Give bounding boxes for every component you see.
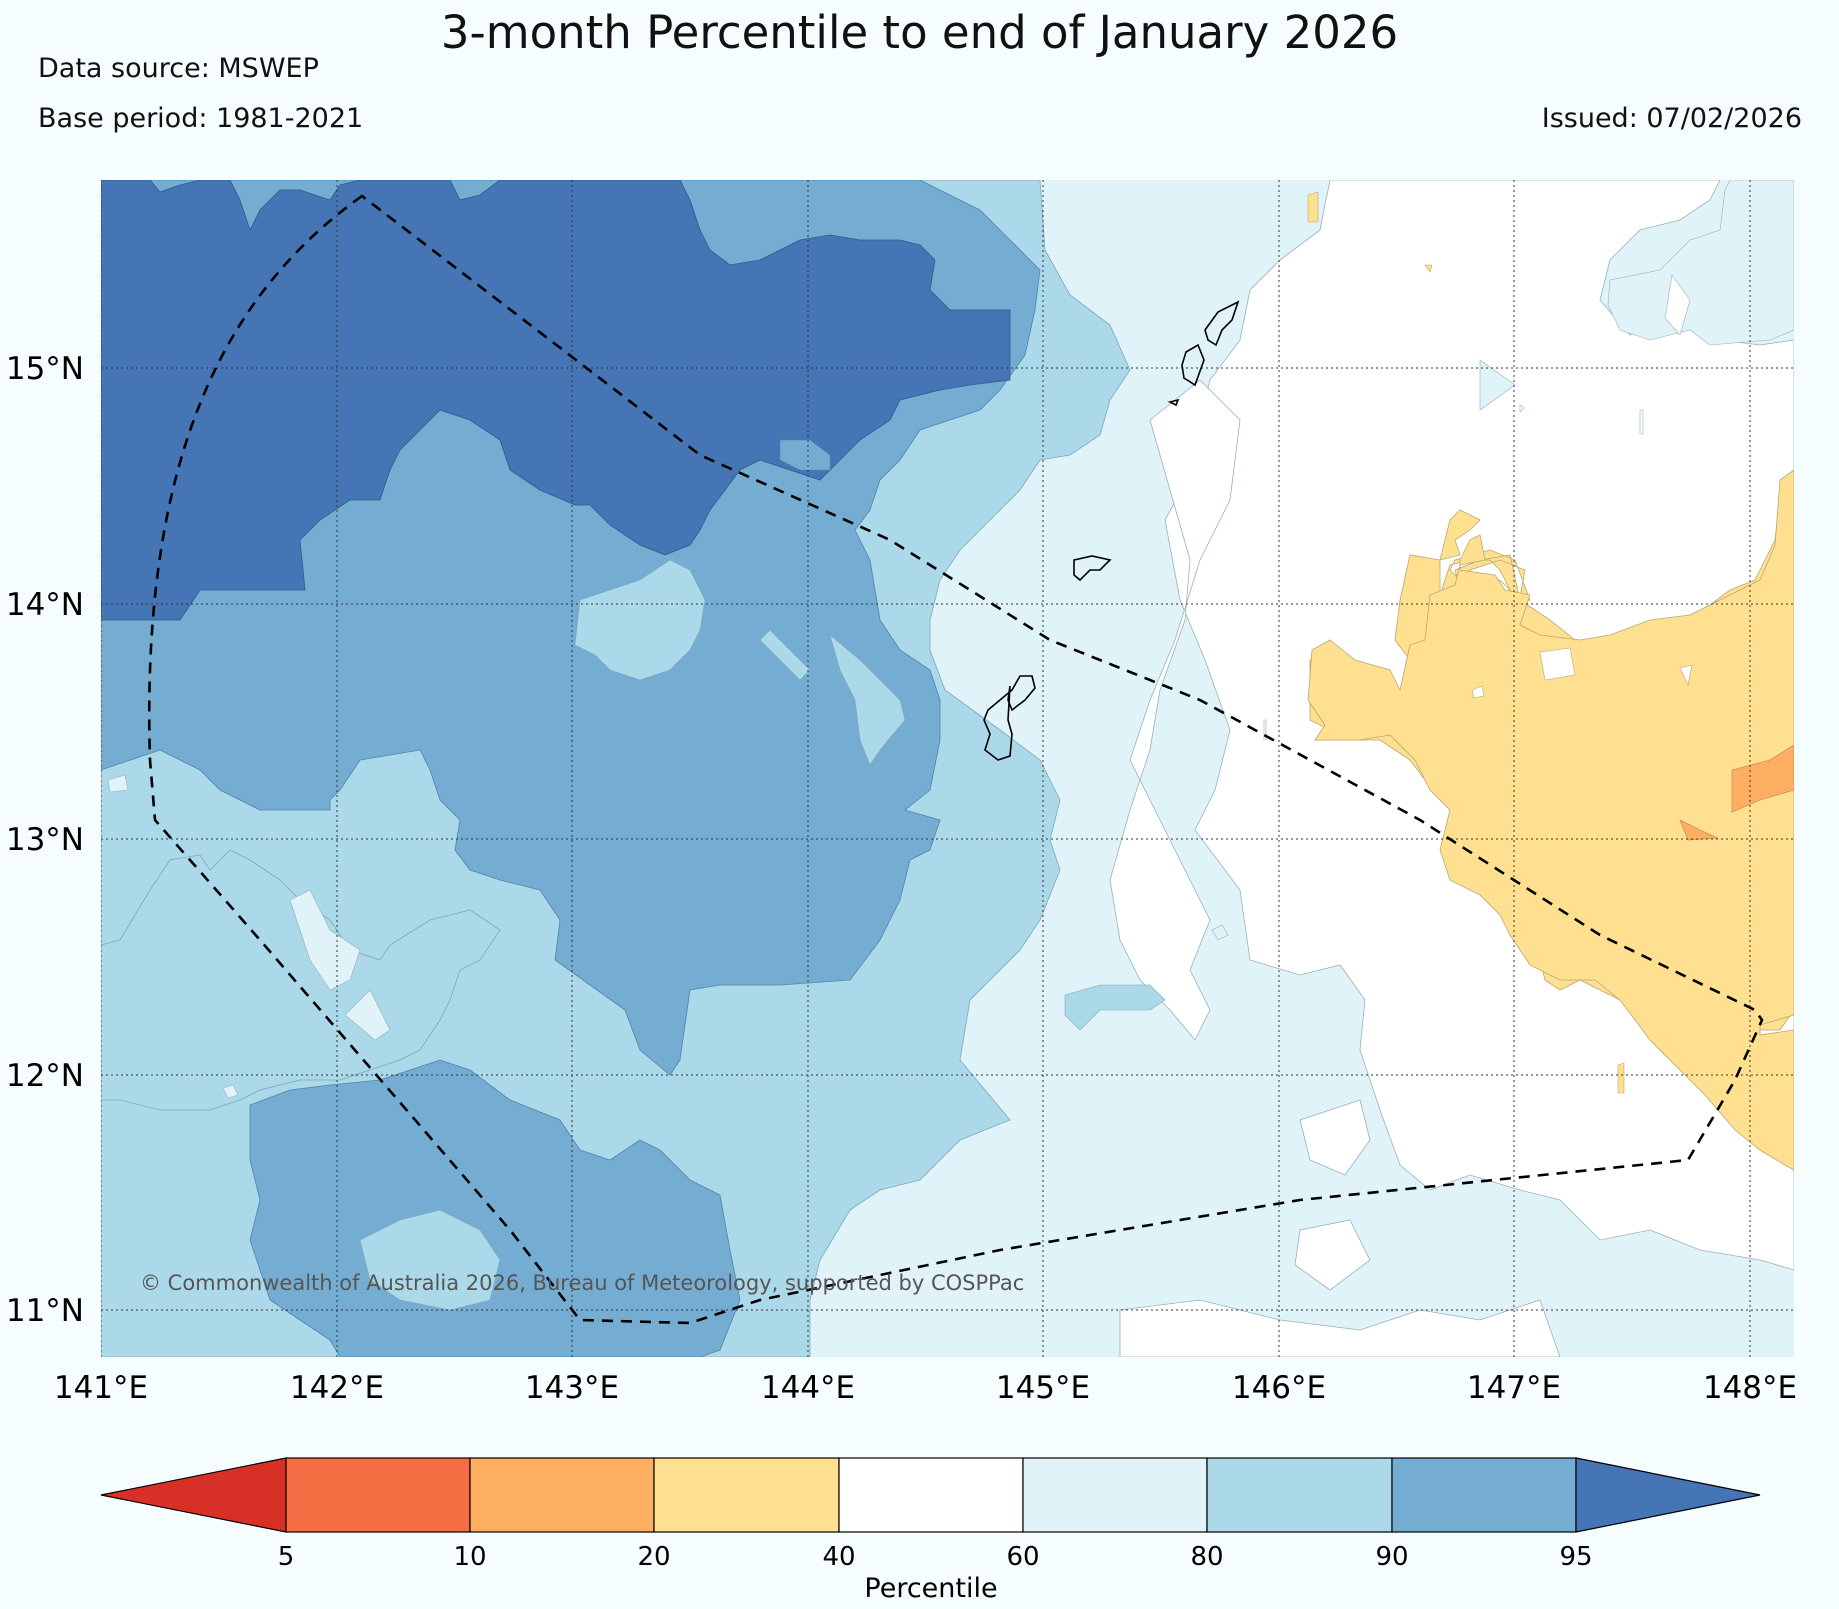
region-40-60-central	[1109, 379, 1241, 1041]
guam-island	[983, 675, 1036, 761]
colorbar-tick-20: 20	[637, 1542, 670, 1572]
colorbar-tick-90: 90	[1375, 1542, 1408, 1572]
region-60-80-west	[289, 889, 361, 991]
colorbar: 5 10 20 40 60 80 90 95 Percentile	[100, 1457, 1761, 1604]
lon-label-141: 141°E	[54, 1370, 148, 1406]
lon-label-148: 148°E	[1703, 1370, 1797, 1406]
colorbar-bin-5-10	[285, 1457, 471, 1533]
lon-label-146: 146°E	[1232, 1370, 1326, 1406]
region-90-95-sw	[249, 1059, 741, 1357]
region-40-60-spot6	[1519, 404, 1525, 413]
lat-label-13: 13°N	[6, 822, 84, 858]
region-above-95	[101, 180, 1011, 621]
lat-label-11: 11°N	[6, 1293, 84, 1329]
lon-label-144: 144°E	[761, 1370, 855, 1406]
region-60-80-spot1	[107, 774, 129, 793]
graticule	[101, 180, 1794, 1357]
coastlines	[983, 300, 1240, 761]
region-60-80-west2	[344, 989, 391, 1041]
region-80-90-hole4	[359, 1209, 501, 1311]
data-source-label: Data source: MSWEP	[38, 53, 319, 84]
colorbar-bin-60-80	[1022, 1457, 1208, 1533]
region-10-20-a	[1731, 744, 1794, 813]
region-20-40-dot1	[1307, 191, 1319, 223]
region-60-80-dot	[1479, 359, 1516, 411]
saipan-island	[1204, 300, 1240, 347]
map-title: 3-month Percentile to end of January 202…	[440, 6, 1399, 59]
region-40-60-hole	[1539, 647, 1576, 681]
copyright-notice: © Commonwealth of Australia 2026, Bureau…	[140, 1271, 1024, 1295]
region-40-60-south2	[1294, 1219, 1371, 1291]
tinian-island	[1181, 343, 1205, 387]
region-40-60-hole3	[1471, 685, 1485, 699]
colorbar-bin-20-40	[653, 1457, 840, 1533]
region-40-60-south3	[1119, 1299, 1561, 1357]
region-40-60-south	[1299, 1099, 1371, 1176]
aguijan-island	[1167, 398, 1180, 407]
region-20-40-main	[1307, 469, 1794, 1171]
colorbar-extend-high	[1575, 1457, 1761, 1533]
lat-label-14: 14°N	[6, 587, 84, 623]
region-20-40-dot2	[1617, 1062, 1625, 1094]
region-80-90-hole	[574, 559, 706, 681]
region-80-90-hole3	[829, 634, 906, 766]
colorbar-bin-80-90	[1206, 1457, 1393, 1533]
colorbar-bin-90-95	[1391, 1457, 1577, 1533]
colorbar-title: Percentile	[864, 1573, 997, 1604]
region-90-95-lens	[779, 439, 831, 471]
region-40-60-ne-hole	[1664, 274, 1691, 336]
percentile-map: © Commonwealth of Australia 2026, Bureau…	[101, 180, 1794, 1357]
lon-label-143: 143°E	[525, 1370, 619, 1406]
eez-boundary	[147, 194, 1764, 1325]
colorbar-tick-60: 60	[1006, 1542, 1039, 1572]
lat-label-12: 12°N	[6, 1058, 84, 1094]
colorbar-extend-low	[100, 1457, 287, 1533]
lon-label-147: 147°E	[1467, 1370, 1561, 1406]
region-80-90-west	[101, 849, 501, 1111]
colorbar-tick-95: 95	[1559, 1542, 1592, 1572]
lon-labels: 141°E 142°E 143°E 144°E 145°E 146°E 147°…	[54, 1370, 1797, 1406]
region-60-80-spot3	[222, 1084, 239, 1099]
issued-date-label: Issued: 07/02/2026	[1541, 103, 1802, 134]
region-60-80-spot2	[1211, 924, 1229, 941]
colorbar-tick-80: 80	[1190, 1542, 1223, 1572]
region-60-80-ne	[1607, 180, 1794, 346]
region-20-40-dot3	[1424, 264, 1433, 273]
lat-label-15: 15°N	[6, 351, 84, 387]
colorbar-tick-10: 10	[453, 1542, 486, 1572]
colorbar-bin-40-60	[838, 1457, 1024, 1533]
lat-labels: 15°N 14°N 13°N 12°N 11°N	[6, 351, 84, 1329]
colorbar-bin-10-20	[469, 1457, 655, 1533]
colorbar-tick-40: 40	[822, 1542, 855, 1572]
region-10-20-b	[1679, 819, 1719, 841]
base-period-label: Base period: 1981-2021	[38, 103, 364, 134]
region-80-90-hole2	[759, 629, 811, 681]
region-40-60-spot5	[1639, 409, 1644, 435]
region-40-60-hole2	[1679, 664, 1693, 686]
rota-island	[1073, 555, 1112, 582]
colorbar-tick-5: 5	[278, 1542, 295, 1572]
region-80-90-blob	[1064, 984, 1166, 1031]
lon-label-142: 142°E	[290, 1370, 384, 1406]
lon-label-145: 145°E	[996, 1370, 1090, 1406]
